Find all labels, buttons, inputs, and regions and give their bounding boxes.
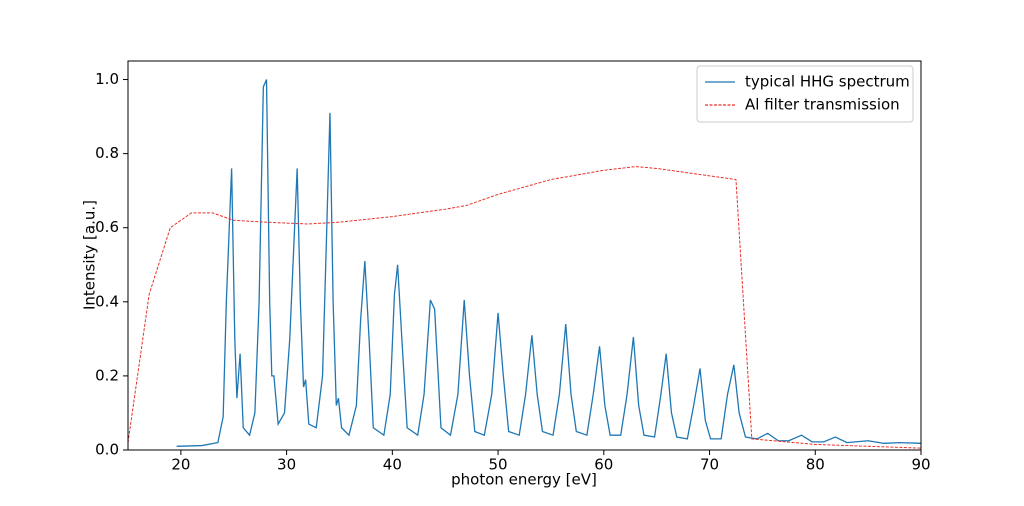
plot-frame: [127, 60, 922, 451]
y-tick-label: 0.4: [95, 292, 119, 310]
legend-box: [696, 65, 914, 123]
y-tick-label: 0.0: [95, 441, 119, 459]
y-tick-label: 0.6: [95, 218, 119, 236]
x-axis-label: photon energy [eV]: [451, 471, 597, 489]
legend-label: typical HHG spectrum: [745, 73, 910, 91]
x-tick-label: 20: [171, 456, 190, 474]
y-axis-label: Intensity [a.u.]: [81, 200, 99, 310]
x-tick-label: 90: [911, 456, 930, 474]
x-tick-label: 80: [806, 456, 825, 474]
x-tick-label: 70: [700, 456, 719, 474]
series-line: [176, 79, 921, 447]
y-tick-label: 0.2: [95, 366, 119, 384]
y-tick-label: 1.0: [95, 70, 119, 88]
x-tick-label: 30: [277, 456, 296, 474]
x-tick-label: 40: [383, 456, 402, 474]
legend-label: Al filter transmission: [745, 96, 900, 114]
x-tick-label: 60: [594, 456, 613, 474]
y-tick-label: 0.8: [95, 144, 119, 162]
x-tick-label: 50: [489, 456, 508, 474]
series-line: [128, 166, 921, 449]
